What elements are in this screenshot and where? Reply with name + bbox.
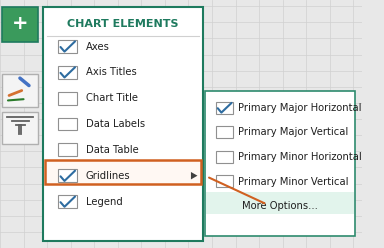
FancyBboxPatch shape: [2, 112, 38, 144]
FancyArrowPatch shape: [209, 178, 264, 203]
FancyBboxPatch shape: [58, 143, 77, 156]
Text: Primary Minor Vertical: Primary Minor Vertical: [238, 177, 349, 186]
FancyBboxPatch shape: [215, 126, 233, 138]
FancyBboxPatch shape: [43, 7, 203, 241]
FancyBboxPatch shape: [205, 91, 355, 236]
FancyBboxPatch shape: [58, 66, 77, 79]
Polygon shape: [191, 172, 197, 179]
FancyBboxPatch shape: [215, 151, 233, 163]
FancyBboxPatch shape: [58, 118, 77, 130]
Text: Data Table: Data Table: [86, 145, 139, 155]
Text: Axes: Axes: [86, 42, 110, 52]
Text: +: +: [12, 14, 28, 33]
Text: More Options...: More Options...: [242, 201, 318, 211]
Text: Chart Title: Chart Title: [86, 93, 138, 103]
Text: Primary Minor Horizontal: Primary Minor Horizontal: [238, 152, 362, 162]
FancyBboxPatch shape: [215, 175, 233, 187]
Text: Legend: Legend: [86, 197, 122, 207]
Text: Gridlines: Gridlines: [86, 171, 131, 181]
Text: Axis Titles: Axis Titles: [86, 67, 137, 77]
Text: Primary Major Vertical: Primary Major Vertical: [238, 127, 348, 137]
FancyBboxPatch shape: [2, 74, 38, 107]
Text: Data Labels: Data Labels: [86, 119, 145, 129]
FancyBboxPatch shape: [58, 92, 77, 105]
FancyBboxPatch shape: [58, 40, 77, 53]
FancyBboxPatch shape: [215, 102, 233, 114]
FancyBboxPatch shape: [45, 160, 202, 184]
FancyBboxPatch shape: [206, 192, 354, 214]
FancyBboxPatch shape: [2, 7, 38, 42]
FancyBboxPatch shape: [58, 169, 77, 182]
Text: CHART ELEMENTS: CHART ELEMENTS: [68, 19, 179, 29]
Text: Primary Major Horizontal: Primary Major Horizontal: [238, 103, 362, 113]
FancyBboxPatch shape: [58, 195, 77, 208]
